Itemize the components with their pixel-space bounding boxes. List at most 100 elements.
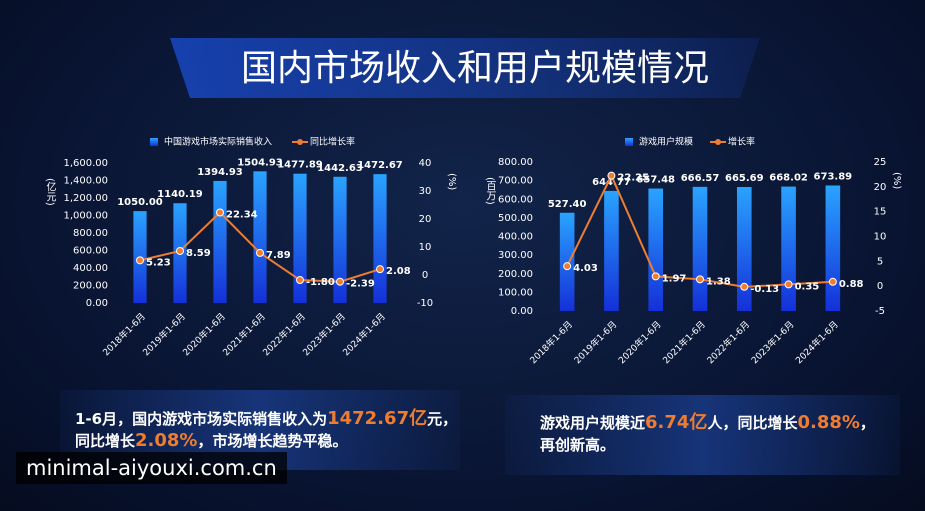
- value-label: 1.38: [706, 276, 731, 287]
- y-axis-label: (亿元): [44, 178, 56, 206]
- y-tick-label: 500.00: [498, 213, 533, 224]
- value-label: 1140.19: [157, 189, 203, 200]
- x-tick-label: 2018年1-6月: [527, 318, 575, 366]
- summary-text: 元，: [427, 410, 458, 428]
- value-label: 673.89: [814, 171, 853, 182]
- y-tick-label: 400.00: [498, 232, 533, 243]
- line-point: [256, 248, 264, 257]
- summary-text: 1472.67亿: [327, 408, 428, 429]
- summary-line: 1-6月，国内游戏市场实际销售收入为1472.67亿元，: [75, 408, 457, 430]
- value-label: 2.08: [386, 266, 411, 277]
- line-point: [376, 265, 384, 274]
- y2-tick-label: 15: [874, 207, 887, 218]
- x-tick-label: 2023年1-6月: [749, 318, 797, 366]
- y-tick-label: 800.00: [498, 157, 533, 168]
- y2-tick-label: 5: [877, 256, 883, 267]
- y-tick-label: 200.00: [73, 281, 108, 292]
- y2-tick-label: 40: [419, 158, 432, 169]
- line-point: [563, 262, 572, 271]
- bar: [213, 180, 227, 303]
- value-label: 527.40: [548, 199, 587, 210]
- x-tick-label: 2024年1-6月: [340, 310, 388, 358]
- summary-text: 同比增长: [75, 432, 136, 450]
- legend-label: 游戏用户规模: [639, 136, 693, 148]
- line-point: [136, 256, 144, 265]
- line-point: [740, 282, 749, 291]
- y-tick-label: 0.00: [511, 306, 533, 317]
- y2-axis-label: (%): [446, 173, 457, 190]
- y2-tick-label: 20: [419, 214, 432, 225]
- summary: 1-6月，国内游戏市场实际销售收入为1472.67亿元， 同比增长2.08%，市场…: [75, 408, 457, 452]
- plots: 0.00200.00400.00600.00800.001,000.001,20…: [44, 136, 902, 367]
- line-point: [216, 208, 224, 217]
- y2-tick-label: -5: [875, 306, 885, 317]
- value-label: 644.77: [592, 177, 631, 188]
- value-label: 22.34: [226, 209, 258, 220]
- value-label: 0.35: [795, 281, 820, 292]
- bar: [825, 185, 841, 311]
- x-tick-label: 2019年1-6月: [572, 318, 620, 366]
- value-label: 0.88: [839, 279, 864, 290]
- summary-text: 人，同比增长: [707, 414, 798, 432]
- y2-tick-label: 20: [874, 182, 887, 193]
- value-label: 1.97: [662, 273, 687, 284]
- bar: [293, 173, 307, 303]
- line-point: [336, 277, 344, 286]
- summary-line: 同比增长2.08%，市场增长趋势平稳。: [75, 430, 457, 452]
- value-label: 666.57: [681, 173, 720, 184]
- y2-tick-label: 0: [422, 270, 428, 281]
- summary-text: 2.08%: [135, 430, 198, 451]
- title-banner: [170, 38, 760, 98]
- value-label: 5.23: [146, 257, 171, 268]
- value-label: 1477.89: [277, 160, 323, 171]
- value-label: 1472.67: [357, 160, 403, 171]
- legend-label: 中国游戏市场实际销售收入: [164, 136, 272, 148]
- x-tick-label: 2024年1-6月: [793, 318, 841, 366]
- page-title: 国内市场收入和用户规模情况: [241, 48, 709, 89]
- bar: [781, 186, 796, 311]
- y-tick-label: 1,600.00: [63, 158, 108, 169]
- y-tick-label: 1,400.00: [63, 176, 108, 187]
- legend-label: 同比增长率: [310, 136, 355, 148]
- y-tick-label: 700.00: [498, 176, 533, 187]
- value-label: 4.03: [573, 263, 598, 274]
- summary-text: 6.74亿: [645, 412, 708, 433]
- line-point: [607, 171, 616, 180]
- bar: [373, 174, 387, 303]
- legend-swatch: [297, 139, 303, 145]
- bar: [692, 186, 708, 311]
- x-tick-label: 2021年1-6月: [660, 318, 708, 366]
- summary-line: 再创新高。: [540, 434, 875, 456]
- line-point: [296, 276, 304, 285]
- y-tick-label: 600.00: [498, 194, 533, 205]
- summary-panel: [505, 395, 900, 475]
- y-tick-label: 300.00: [498, 250, 533, 261]
- summary-text: 0.88%: [797, 412, 860, 433]
- y-tick-label: 400.00: [73, 263, 108, 274]
- line-point: [176, 246, 184, 255]
- y-tick-label: 0.00: [86, 298, 108, 309]
- y2-tick-label: 10: [874, 232, 887, 243]
- value-label: 22.25: [617, 173, 649, 184]
- summary-text: 游戏用户规模近: [540, 414, 646, 432]
- y2-tick-label: 0: [877, 281, 883, 292]
- line-point: [784, 280, 793, 289]
- bar: [333, 176, 347, 303]
- line-point: [828, 277, 837, 286]
- summary-text: ，市场增长趋势平稳。: [197, 432, 348, 450]
- bar: [736, 187, 752, 311]
- summary-text: ，: [859, 414, 875, 432]
- y-tick-label: 800.00: [73, 228, 108, 239]
- value-label: 657.48: [636, 175, 675, 186]
- y2-tick-label: -10: [417, 298, 433, 309]
- bar: [253, 171, 267, 303]
- value-label: 1442.63: [317, 163, 363, 174]
- value-label: 1050.00: [117, 197, 163, 208]
- value-label: -2.39: [346, 279, 375, 290]
- y-tick-label: 600.00: [73, 246, 108, 257]
- y-tick-label: 1,200.00: [63, 193, 108, 204]
- y2-tick-label: 10: [419, 242, 432, 253]
- y-tick-label: 200.00: [498, 269, 533, 280]
- summary-text: 1-6月，国内游戏市场实际销售收入为: [75, 410, 328, 428]
